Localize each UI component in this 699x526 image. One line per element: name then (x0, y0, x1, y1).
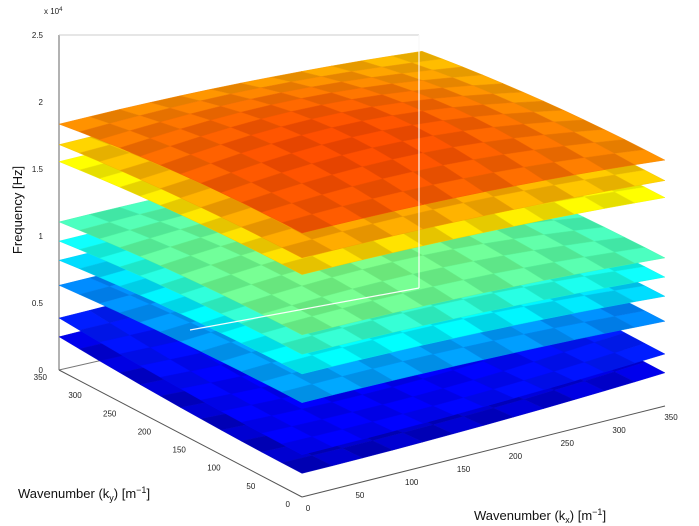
surfaces-group (58, 50, 666, 474)
y-tick-label: 0 (286, 500, 291, 509)
surface-5-patch (281, 335, 333, 355)
x-axis-line (301, 405, 666, 498)
front-diagonal-line (189, 287, 420, 331)
y-tick-label: 250 (103, 409, 117, 418)
x-tick-label: 350 (664, 413, 678, 422)
y-axis-label: Wavenumber (ky) [m−1] (18, 485, 150, 503)
surface-9-patch (281, 214, 333, 234)
z-tick-label: 2.5 (32, 31, 44, 40)
surface-3-patch (281, 383, 333, 403)
x-tick-label: 100 (405, 478, 419, 487)
front-axis-lines (189, 35, 420, 331)
z-tick-label: 1 (39, 232, 44, 241)
x-tick-label: 250 (561, 439, 575, 448)
z-tick-label: 0.5 (32, 299, 44, 308)
x-tick-label: 0 (306, 504, 311, 513)
surface-2-patch (281, 436, 333, 455)
x-axis-label: Wavenumber (kx) [m−1] (474, 507, 606, 525)
x-tick-label: 300 (612, 426, 626, 435)
surface-4-patch (281, 355, 333, 375)
surface-8-patch (281, 239, 333, 259)
x-tick-label: 200 (509, 452, 523, 461)
z-tick-label: 2 (39, 98, 44, 107)
ticks-group: 00.511.522.50501001502002503003500501001… (32, 31, 678, 513)
z-axis-label: Frequency [Hz] (10, 166, 25, 254)
x-tick-label: 50 (355, 491, 364, 500)
y-tick-label: 350 (34, 373, 48, 382)
surface-7-patch (281, 255, 333, 275)
z-tick-label: 1.5 (32, 165, 44, 174)
surface-6-patch (281, 316, 333, 336)
y-axis-line (58, 369, 303, 498)
z-exponent-label: x 104 (44, 7, 63, 16)
y-tick-label: 150 (173, 446, 187, 455)
y-tick-label: 100 (207, 464, 221, 473)
y-tick-label: 50 (246, 482, 255, 491)
x-tick-label: 150 (457, 465, 471, 474)
z-tick-label: 0 (39, 366, 44, 375)
surface-1-patch (281, 455, 333, 474)
y-tick-label: 200 (138, 427, 152, 436)
y-tick-label: 300 (68, 391, 82, 400)
surface-9 (58, 50, 666, 234)
